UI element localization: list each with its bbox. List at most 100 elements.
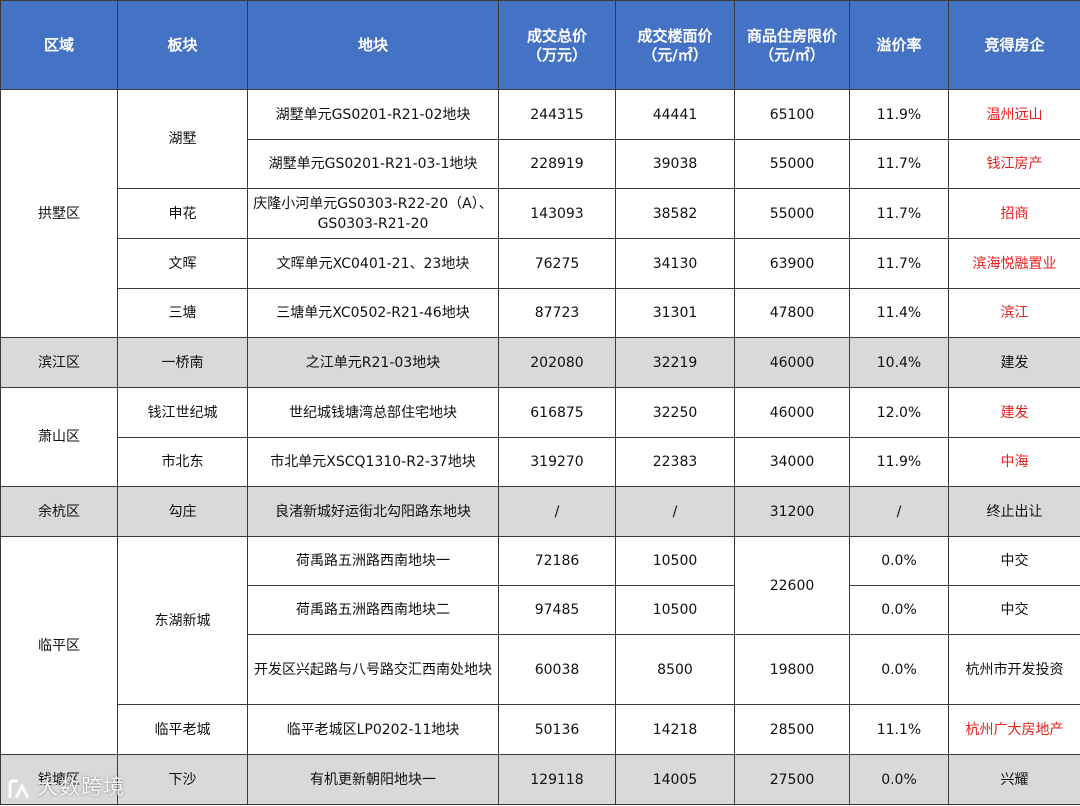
limit-price-cell: 65100 [734, 89, 850, 140]
table-row: 拱墅区 湖墅 湖墅单元GS0201-R21-02地块 244315 44441 … [0, 89, 1080, 338]
premium-cell: / [849, 486, 949, 537]
block-cell: 临平老城 [117, 704, 248, 755]
total-price-cell: 244315 [498, 89, 616, 140]
floor-price-cell: / [615, 486, 735, 537]
parcel-cell: 世纪城钱塘湾总部住宅地块 [247, 387, 499, 438]
winner-cell: 中海 [948, 437, 1080, 487]
block-cell: 三塘 [117, 288, 248, 338]
header-total-price: 成交总价 （万元） [498, 0, 616, 90]
total-price-cell: 87723 [498, 288, 616, 338]
table-row: 申花 庆隆小河单元GS0303-R22-20（A）、GS0303-R21-20 … [1, 188, 1080, 239]
district-cell: 滨江区 [0, 337, 118, 388]
limit-price-cell: 63900 [734, 238, 850, 289]
premium-cell: 11.7% [849, 238, 949, 289]
floor-price-cell: 32219 [615, 337, 735, 388]
parcel-cell: 湖墅单元GS0201-R21-03-1地块 [247, 139, 499, 189]
total-price-cell: 50136 [498, 704, 616, 755]
floor-price-cell: 44441 [615, 89, 735, 140]
premium-cell: 0.0% [849, 634, 949, 705]
parcel-cell: 文晖单元XC0401-21、23地块 [247, 238, 499, 289]
limit-price-cell: 22600 [734, 536, 850, 635]
parcel-cell: 临平老城区LP0202-11地块 [247, 704, 499, 755]
table-row: 荷禹路五洲路西南地块二 97485 10500 0.0% 中交 [1, 585, 1080, 635]
total-price-cell: 72186 [498, 536, 616, 586]
premium-cell: 0.0% [849, 585, 949, 635]
header-parcel: 地块 [247, 0, 499, 90]
header-floor-price-unit: （元/㎡） [642, 46, 708, 64]
winner-cell: 杭州广大房地产 [948, 704, 1080, 755]
limit-price-cell: 31200 [734, 486, 850, 537]
district-cell: 拱墅区 [0, 89, 118, 338]
winner-cell: 终止出让 [948, 486, 1080, 537]
floor-price-cell: 38582 [615, 188, 735, 239]
parcel-cell: 三塘单元XC0502-R21-46地块 [247, 288, 499, 338]
parcel-cell: 湖墅单元GS0201-R21-02地块 [247, 89, 499, 140]
winner-cell: 温州远山 [948, 89, 1080, 140]
limit-price-cell: 34000 [734, 437, 850, 487]
winner-cell: 中交 [948, 585, 1080, 635]
limit-price-cell: 28500 [734, 704, 850, 755]
header-limit-price: 商品住房限价 （元/㎡） [734, 0, 850, 90]
limit-price-cell: 55000 [734, 139, 850, 189]
floor-price-cell: 10500 [615, 536, 735, 586]
table-row: 余杭区 勾庄 良渚新城好运街北勾阳路东地块 / / 31200 / 终止出让 [0, 486, 1080, 537]
table-row: 文晖 文晖单元XC0401-21、23地块 76275 34130 63900 … [1, 238, 1080, 289]
parcel-cell: 市北单元XSCQ1310-R2-37地块 [247, 437, 499, 487]
header-block: 板块 [117, 0, 248, 90]
table-row: 滨江区 一桥南 之江单元R21-03地块 202080 32219 46000 … [0, 337, 1080, 388]
premium-cell: 11.1% [849, 704, 949, 755]
floor-price-cell: 8500 [615, 634, 735, 705]
parcel-cell: 庆隆小河单元GS0303-R22-20（A）、GS0303-R21-20 [247, 188, 499, 239]
block-cell: 申花 [117, 188, 248, 239]
winner-cell: 建发 [948, 337, 1080, 388]
header-winner: 竞得房企 [948, 0, 1080, 90]
premium-cell: 11.4% [849, 288, 949, 338]
district-cell: 萧山区 [0, 387, 118, 487]
header-floor-price: 成交楼面价 （元/㎡） [615, 0, 735, 90]
winner-cell: 建发 [948, 387, 1080, 438]
floor-price-cell: 31301 [615, 288, 735, 338]
premium-cell: 11.7% [849, 139, 949, 189]
premium-cell: 11.9% [849, 437, 949, 487]
header-limit-price-unit: （元/㎡） [759, 46, 825, 64]
premium-cell: 0.0% [849, 536, 949, 586]
block-cell: 湖墅 [117, 89, 248, 189]
parcel-cell: 荷禹路五洲路西南地块一 [247, 536, 499, 586]
premium-cell: 11.9% [849, 89, 949, 140]
table-row: 开发区兴起路与八号路交汇西南处地块 60038 8500 19800 0.0% … [1, 634, 1080, 705]
parcel-cell: 荷禹路五洲路西南地块二 [247, 585, 499, 635]
block-cell: 东湖新城 [117, 536, 248, 705]
total-price-cell: 129118 [498, 754, 616, 805]
header-total-price-unit: （万元） [526, 46, 587, 64]
floor-price-cell: 32250 [615, 387, 735, 438]
limit-price-cell: 55000 [734, 188, 850, 239]
header-limit-price-label: 商品住房限价 [746, 27, 837, 45]
limit-price-cell: 47800 [734, 288, 850, 338]
table-row: 临平老城 临平老城区LP0202-11地块 50136 14218 28500 … [1, 704, 1080, 755]
limit-price-cell: 19800 [734, 634, 850, 705]
header-district: 区域 [0, 0, 118, 90]
header-premium: 溢价率 [849, 0, 949, 90]
floor-price-cell: 39038 [615, 139, 735, 189]
floor-price-cell: 22383 [615, 437, 735, 487]
limit-price-cell: 46000 [734, 337, 850, 388]
total-price-cell: 616875 [498, 387, 616, 438]
floor-price-cell: 34130 [615, 238, 735, 289]
total-price-cell: 143093 [498, 188, 616, 239]
winner-cell: 中交 [948, 536, 1080, 586]
header-total-price-label: 成交总价 [526, 27, 587, 45]
total-price-cell: 76275 [498, 238, 616, 289]
premium-cell: 10.4% [849, 337, 949, 388]
total-price-cell: 319270 [498, 437, 616, 487]
block-cell: 市北东 [117, 437, 248, 487]
winner-cell: 滨江 [948, 288, 1080, 338]
block-cell: 下沙 [117, 754, 248, 805]
table-row: 三塘 三塘单元XC0502-R21-46地块 87723 31301 47800… [1, 288, 1080, 338]
floor-price-cell: 14005 [615, 754, 735, 805]
header-floor-price-label: 成交楼面价 [637, 27, 713, 45]
parcel-cell: 开发区兴起路与八号路交汇西南处地块 [247, 634, 499, 705]
parcel-cell: 有机更新朝阳地块一 [247, 754, 499, 805]
block-cell: 钱江世纪城 [117, 387, 248, 438]
premium-cell: 0.0% [849, 754, 949, 805]
winner-cell: 钱江房产 [948, 139, 1080, 189]
